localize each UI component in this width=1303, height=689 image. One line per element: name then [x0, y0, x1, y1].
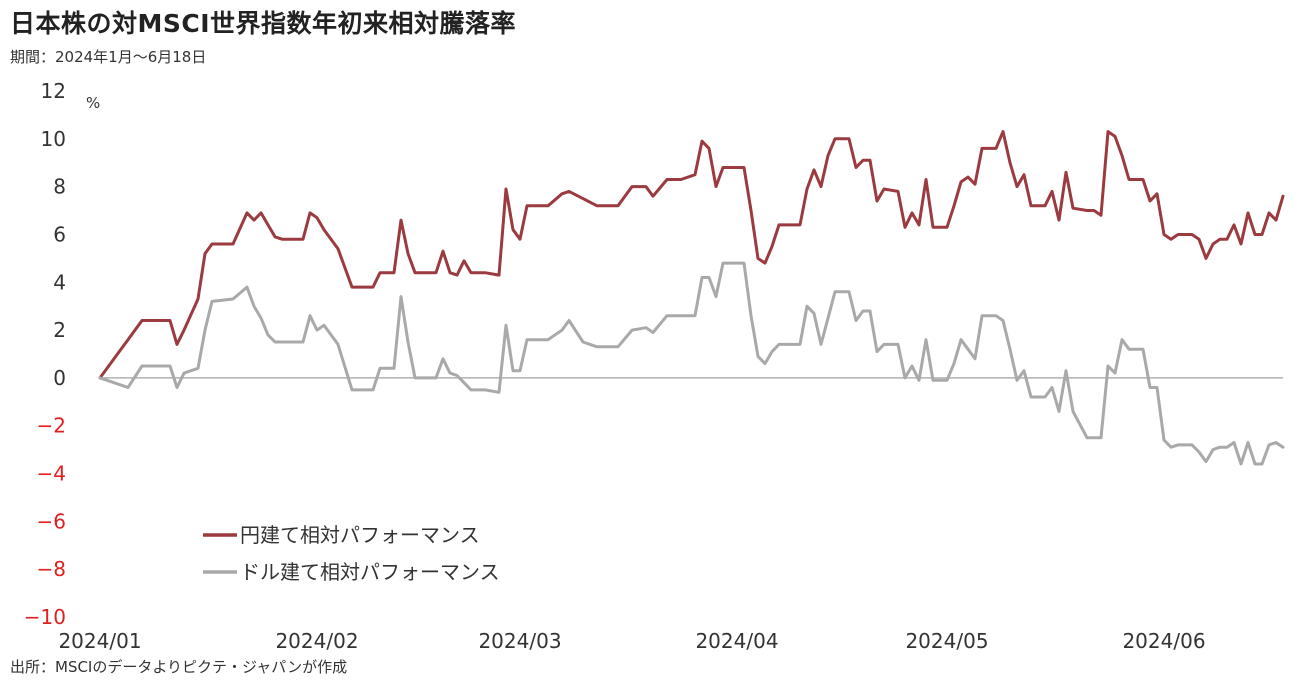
- y-tick-label: 8: [53, 175, 66, 199]
- y-tick-label: 4: [53, 270, 66, 294]
- y-tick-label: 2: [53, 318, 66, 342]
- y-tick-label: −2: [37, 414, 66, 438]
- chart-title: 日本株の対MSCI世界指数年初来相対騰落率: [10, 9, 517, 38]
- x-tick-label: 2024/06: [1122, 629, 1205, 653]
- chart-subtitle: 期間：2024年1月～6月18日: [10, 48, 207, 66]
- x-tick-label: 2024/02: [275, 629, 358, 653]
- y-tick-label: −4: [37, 462, 66, 486]
- y-tick-label: −8: [37, 557, 66, 581]
- y-tick-label: 12: [41, 79, 66, 103]
- y-tick-label: 10: [41, 127, 66, 151]
- x-tick-label: 2024/03: [478, 629, 561, 653]
- y-tick-label: −6: [37, 509, 66, 533]
- dollar-series-line: [98, 261, 1285, 466]
- y-unit-label: %: [86, 94, 100, 112]
- x-tick-label: 2024/05: [905, 629, 988, 653]
- x-tick-label: 2024/04: [695, 629, 778, 653]
- x-tick-label: 2024/01: [58, 629, 141, 653]
- y-tick-label: −10: [24, 605, 66, 629]
- legend-label: ドル建て相対パフォーマンス: [240, 560, 500, 584]
- legend-label: 円建て相対パフォーマンス: [240, 523, 480, 547]
- source-note: 出所：MSCIのデータよりピクテ・ジャパンが作成: [10, 658, 348, 676]
- y-tick-label: 0: [53, 366, 66, 390]
- y-tick-label: 6: [53, 222, 66, 246]
- yen-series-line: [98, 130, 1285, 380]
